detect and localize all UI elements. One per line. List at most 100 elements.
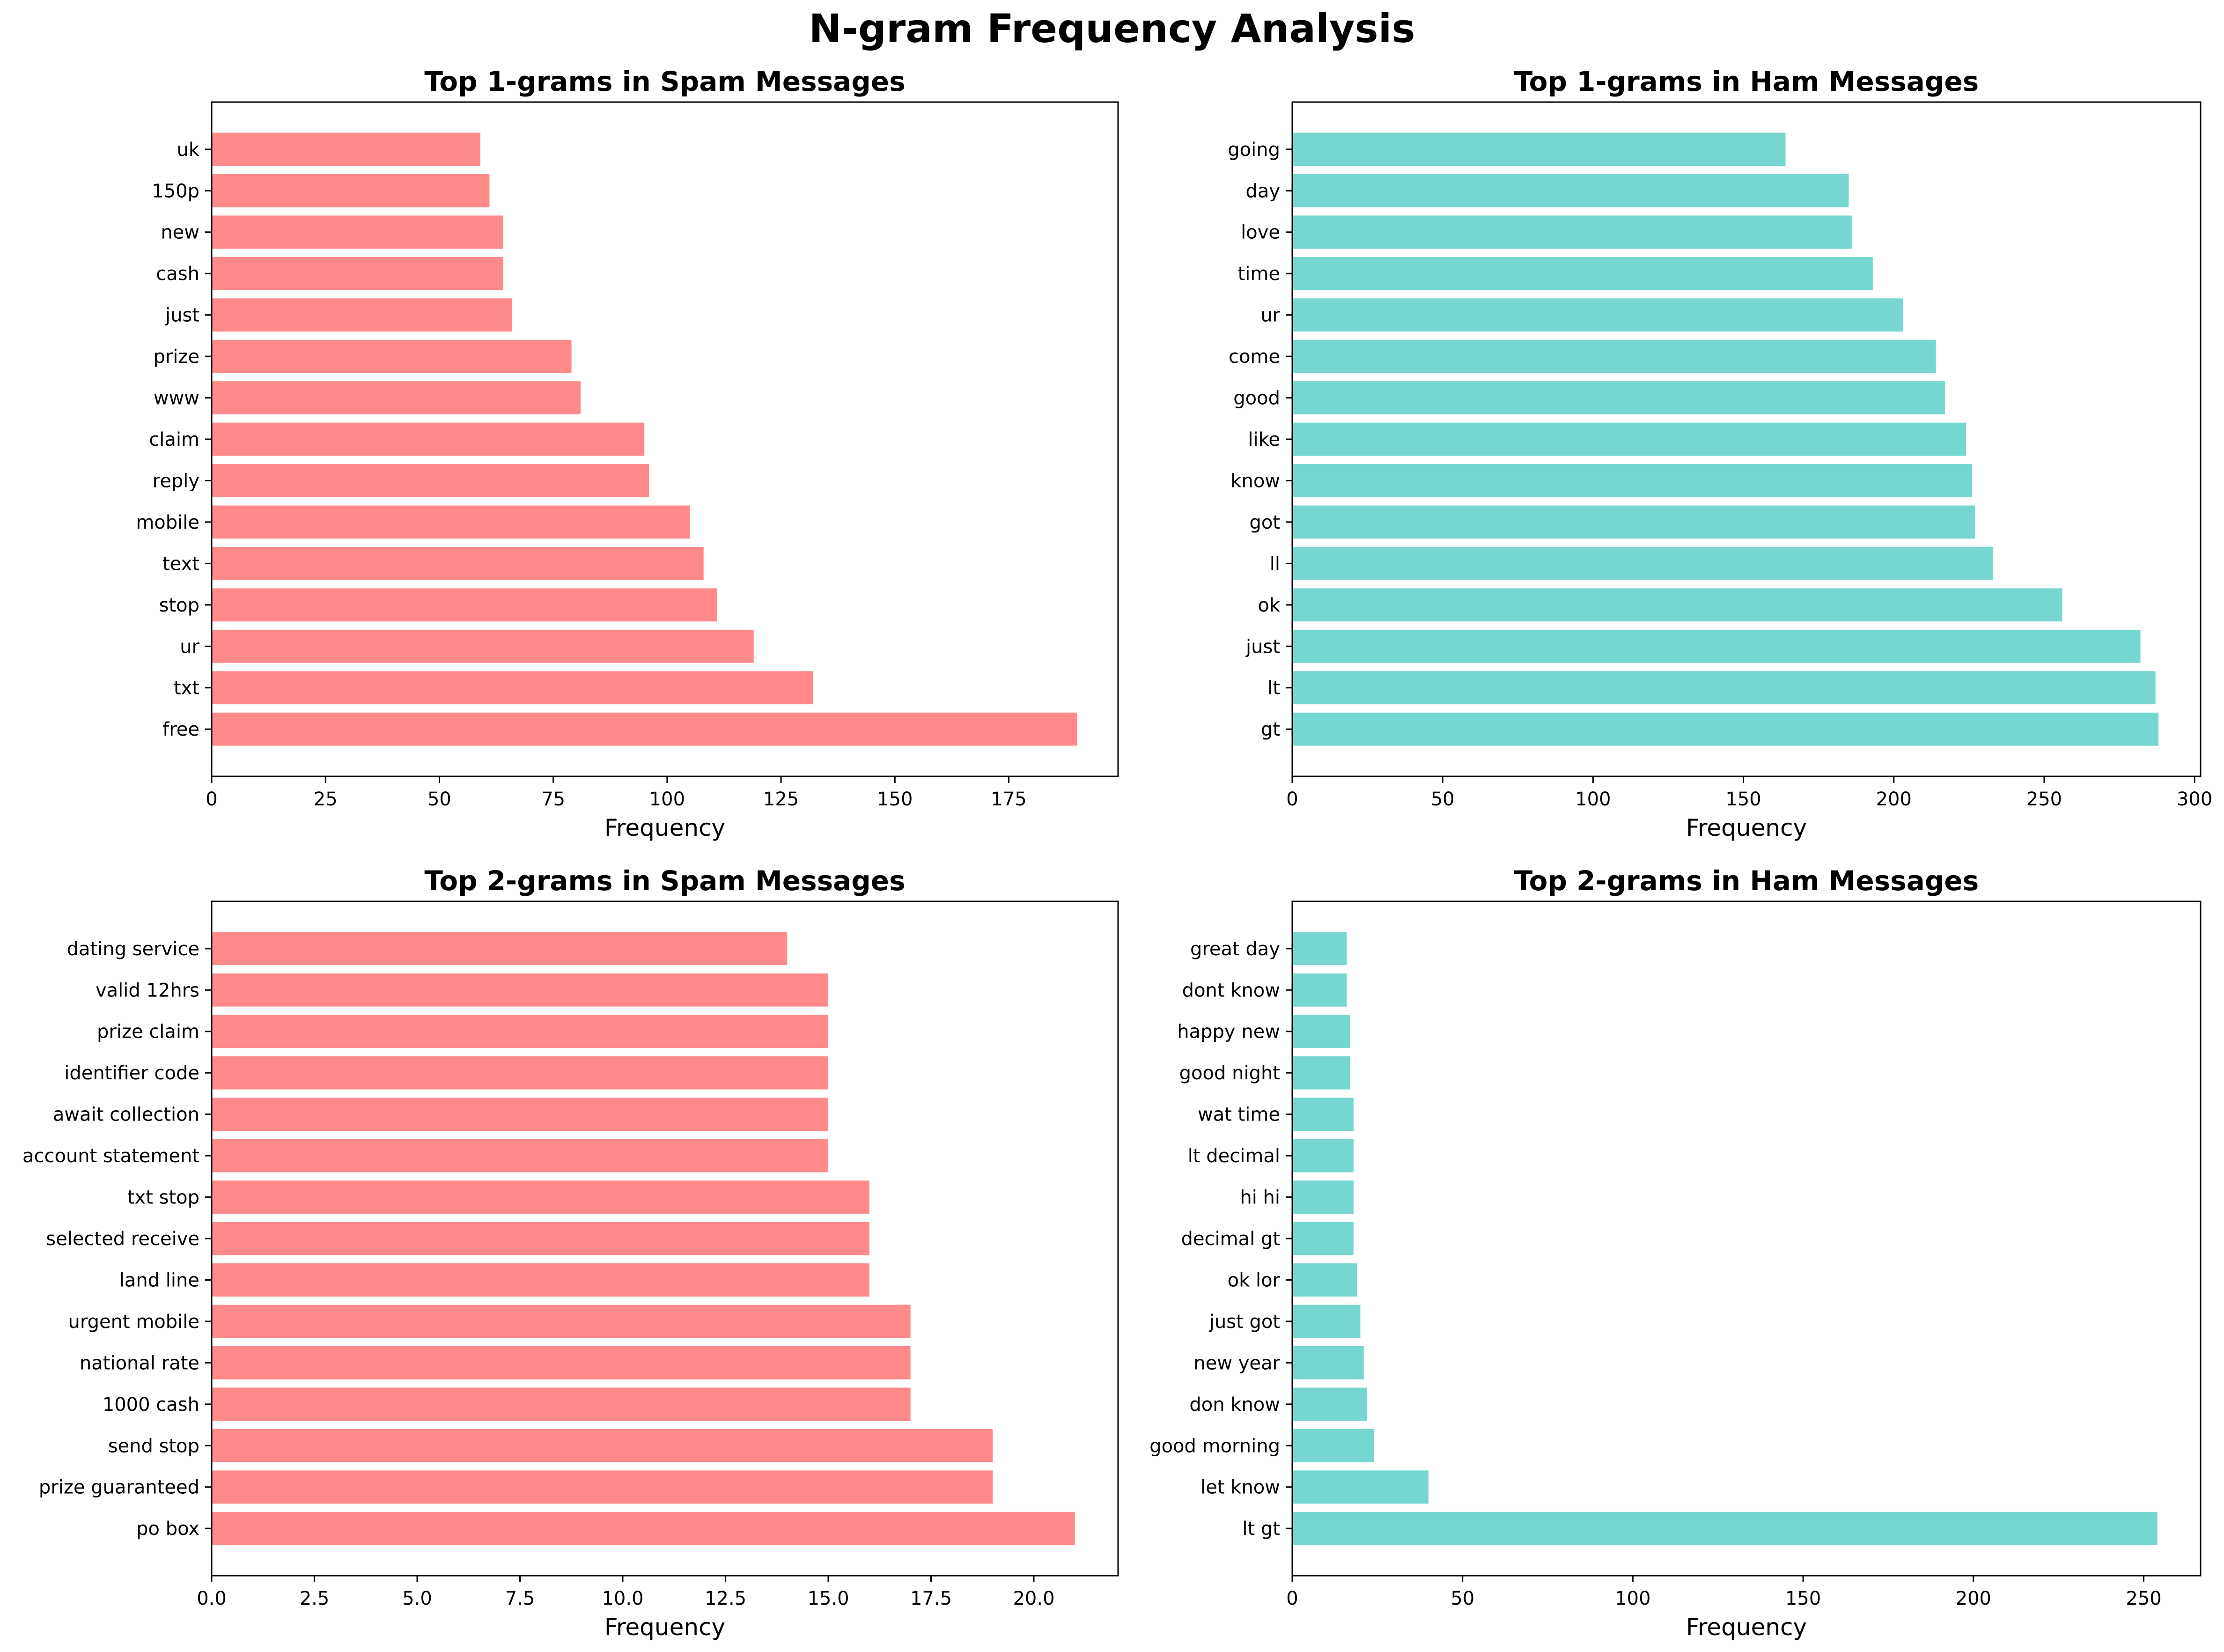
- x-tick-label: 100: [1575, 789, 1611, 810]
- y-axis-ticks: free txt ur stop text mobile reply claim www priz…: [136, 139, 212, 740]
- bar-free: [212, 712, 1077, 746]
- y-axis-ticks: po box prize guaranteed send stop 1000 cash…: [22, 938, 212, 1540]
- bar-lt-decimal: [1292, 1139, 1354, 1173]
- x-tick-label: 250: [2126, 1588, 2161, 1609]
- bar-good-morning: [1292, 1429, 1374, 1462]
- y-tick-label: just: [1245, 636, 1280, 657]
- x-axis-ticks: 0 25 50 75 100 125 150 175: [206, 776, 1027, 810]
- y-tick-label: 1000 cash: [103, 1394, 199, 1416]
- x-tick-label: 150: [877, 789, 913, 810]
- y-tick-label: new year: [1193, 1352, 1280, 1374]
- panel-title: Top 2-grams in Ham Messages: [1514, 865, 1979, 897]
- bar-ok-lor: [1292, 1263, 1357, 1297]
- x-tick-label: 100: [649, 789, 685, 810]
- bar-reply: [212, 464, 649, 497]
- bar-lt-gt: [1292, 1512, 2158, 1545]
- y-tick-label: await collection: [53, 1104, 199, 1126]
- axes-frame: [211, 101, 1119, 777]
- axes-frame: [1291, 101, 2202, 777]
- bar-just-got: [1292, 1305, 1361, 1338]
- bar-time: [1292, 257, 1873, 290]
- x-tick-label: 7.5: [505, 1588, 535, 1609]
- bar-identifier-code: [212, 1056, 829, 1090]
- y-tick-label: land line: [119, 1269, 199, 1291]
- bar-150p: [212, 174, 490, 207]
- bar-stop: [212, 588, 717, 622]
- bar-prize-claim: [212, 1015, 829, 1048]
- y-tick-label: ll: [1270, 553, 1280, 575]
- y-tick-label: prize: [153, 346, 199, 368]
- y-tick-label: selected receive: [46, 1228, 199, 1250]
- panel-title: Top 1-grams in Spam Messages: [424, 66, 905, 97]
- bar-uk: [212, 133, 480, 166]
- y-axis-ticks: lt gt let know good morning don know new yea…: [1149, 938, 1292, 1540]
- bar-know: [1292, 464, 1972, 497]
- x-tick-label: 300: [2177, 789, 2212, 810]
- panel-spam-2grams: Top 2-grams in Spam Messages po box prize…: [22, 865, 1119, 1641]
- bar-land-line: [212, 1263, 869, 1297]
- bar-po-box: [212, 1512, 1075, 1545]
- x-tick-label: 125: [763, 789, 799, 810]
- x-tick-label: 10.0: [602, 1588, 643, 1609]
- x-tick-label: 50: [1431, 789, 1455, 810]
- y-tick-label: just: [165, 305, 199, 326]
- y-tick-label: claim: [149, 429, 199, 450]
- y-tick-label: txt: [174, 678, 199, 699]
- y-tick-label: txt stop: [127, 1187, 199, 1209]
- panel-title: Top 2-grams in Spam Messages: [424, 865, 905, 897]
- x-tick-label: 150: [1725, 789, 1761, 810]
- axes-frame: [1291, 900, 2202, 1577]
- y-tick-label: 150p: [152, 180, 199, 202]
- bar-selected-receive: [212, 1222, 869, 1255]
- x-tick-label: 25: [314, 789, 338, 810]
- bars: [212, 133, 1077, 746]
- y-tick-label: decimal gt: [1181, 1228, 1280, 1250]
- y-tick-label: prize guaranteed: [39, 1477, 199, 1498]
- y-tick-label: gt: [1261, 719, 1280, 740]
- y-tick-label: great day: [1190, 938, 1280, 960]
- bar-new-year: [1292, 1346, 1364, 1379]
- bar-account-statement: [212, 1139, 829, 1173]
- bar-await-collection: [212, 1098, 829, 1131]
- bar-text: [212, 546, 704, 580]
- bar-happy-new: [1292, 1015, 1350, 1048]
- bar-lt: [1292, 671, 2156, 705]
- y-tick-label: good: [1233, 388, 1280, 409]
- y-tick-label: hi hi: [1240, 1187, 1280, 1209]
- y-tick-label: mobile: [136, 512, 199, 533]
- x-axis-label: Frequency: [604, 814, 725, 841]
- y-tick-label: po box: [136, 1518, 199, 1540]
- bar-www: [212, 381, 581, 414]
- y-tick-label: day: [1245, 180, 1280, 202]
- bar-prize-guaranteed: [212, 1470, 993, 1504]
- figure-title: N-gram Frequency Analysis: [809, 6, 1415, 52]
- axes-frame: [211, 900, 1119, 1577]
- bar-got: [1292, 505, 1975, 539]
- x-tick-label: 17.5: [910, 1588, 952, 1609]
- y-axis-ticks: gt lt just ok ll got know like good come ur time lov…: [1228, 139, 1292, 740]
- x-axis-label: Frequency: [1686, 1614, 1807, 1641]
- bar-new: [212, 215, 503, 249]
- bar-claim: [212, 422, 645, 456]
- y-tick-label: ok lor: [1228, 1269, 1281, 1291]
- y-tick-label: cash: [156, 263, 199, 285]
- y-tick-label: national rate: [80, 1352, 199, 1374]
- bar-ur: [1292, 298, 1903, 332]
- x-tick-label: 0: [1286, 1588, 1298, 1609]
- y-tick-label: don know: [1189, 1394, 1280, 1416]
- y-tick-label: know: [1230, 470, 1280, 492]
- bars: [1292, 133, 2159, 746]
- y-tick-label: time: [1238, 263, 1280, 285]
- x-tick-label: 75: [541, 789, 565, 810]
- y-tick-label: text: [162, 553, 199, 575]
- panel-ham-1grams: Top 1-grams in Ham Messages gt lt just ok ll…: [1228, 66, 2212, 841]
- bar-gt: [1292, 712, 2159, 746]
- bar-decimal-gt: [1292, 1222, 1354, 1255]
- bar-dont-know: [1292, 973, 1347, 1007]
- bar-ur: [212, 629, 754, 663]
- x-tick-label: 0: [1286, 789, 1298, 810]
- y-tick-label: lt: [1267, 678, 1280, 699]
- bar-day: [1292, 174, 1849, 207]
- bar-1000-cash: [212, 1387, 911, 1421]
- y-tick-label: going: [1228, 139, 1280, 161]
